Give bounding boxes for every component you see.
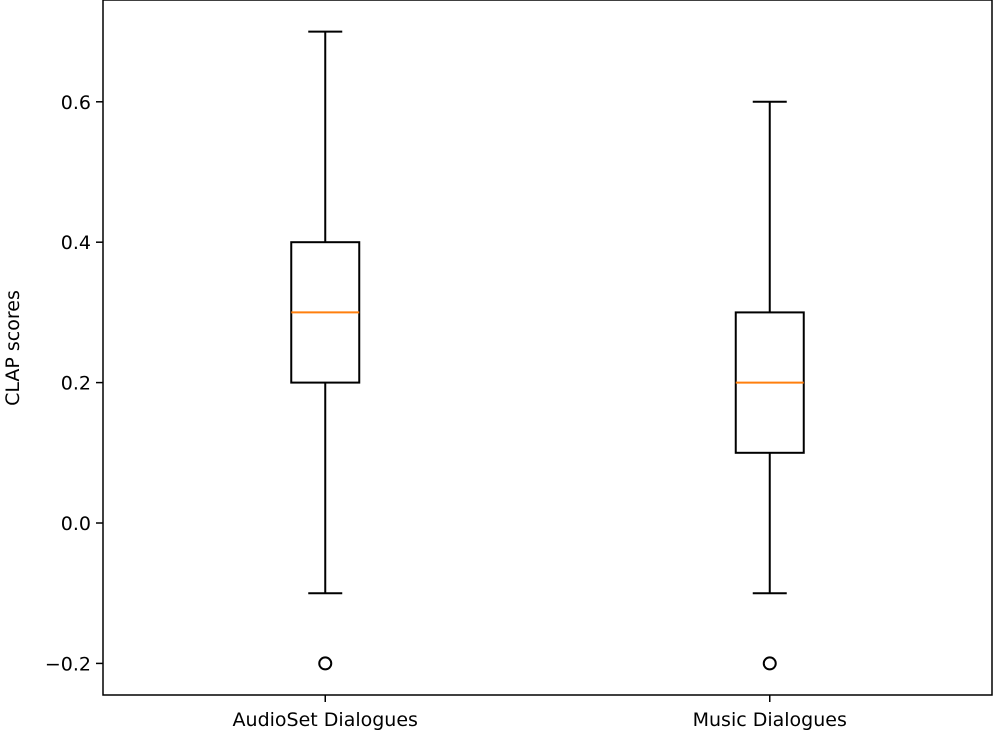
- y-tick-label: 0.6: [61, 92, 91, 114]
- y-tick-label: 0.0: [61, 513, 91, 535]
- plot-area: [102, 0, 993, 696]
- y-tick-label: 0.4: [61, 232, 91, 254]
- x-axis: AudioSet Dialogues Music Dialogues: [233, 695, 847, 731]
- y-axis: −0.2 0.0 0.2 0.4 0.6: [45, 92, 103, 675]
- boxes-group: [290, 30, 805, 671]
- outlier-point: [318, 656, 333, 671]
- y-axis-label: CLAP scores: [2, 290, 24, 406]
- x-tick-label: Music Dialogues: [693, 709, 847, 731]
- y-tick-label: −0.2: [45, 653, 91, 675]
- outlier-point: [762, 656, 777, 671]
- x-tick-label: AudioSet Dialogues: [233, 709, 418, 731]
- y-tick-label: 0.2: [61, 373, 91, 395]
